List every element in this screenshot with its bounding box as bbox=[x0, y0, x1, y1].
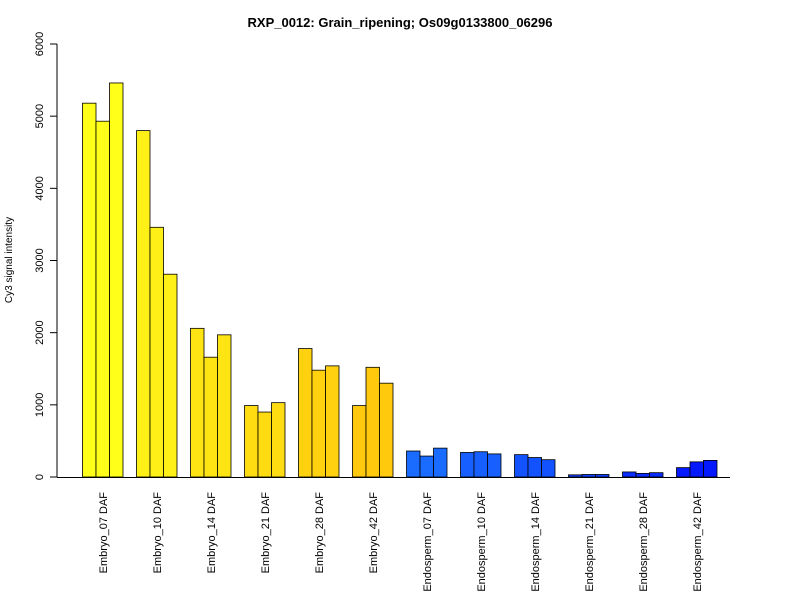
bar bbox=[406, 450, 421, 478]
bar bbox=[149, 226, 164, 478]
bar bbox=[379, 382, 394, 478]
x-tick-label: Endosperm_21 DAF bbox=[584, 492, 596, 592]
bar bbox=[649, 472, 664, 478]
y-tick-label: 6000 bbox=[34, 32, 46, 56]
bar bbox=[689, 461, 704, 478]
bars-group bbox=[82, 82, 718, 478]
bar bbox=[82, 102, 97, 478]
x-tick-label: Embryo_10 DAF bbox=[152, 492, 164, 574]
bar bbox=[257, 411, 272, 478]
bar bbox=[541, 459, 556, 478]
bar bbox=[703, 460, 718, 478]
bar bbox=[271, 402, 286, 478]
bar bbox=[568, 474, 583, 478]
bar bbox=[136, 130, 151, 478]
bar bbox=[109, 82, 124, 478]
x-tick-label: Embryo_14 DAF bbox=[206, 492, 218, 574]
x-tick-label: Embryo_42 DAF bbox=[368, 492, 380, 574]
y-tick-label: 5000 bbox=[34, 104, 46, 128]
bar bbox=[244, 405, 259, 478]
x-tick-label: Embryo_28 DAF bbox=[314, 492, 326, 574]
bar bbox=[311, 369, 326, 478]
bar bbox=[581, 474, 596, 478]
chart-title: RXP_0012: Grain_ripening; Os09g0133800_0… bbox=[248, 15, 553, 30]
x-tick-label: Endosperm_10 DAF bbox=[476, 492, 488, 592]
bar bbox=[95, 120, 110, 478]
x-tick-label: Endosperm_28 DAF bbox=[638, 492, 650, 592]
bar bbox=[595, 474, 610, 478]
bar bbox=[473, 451, 488, 478]
bar bbox=[325, 365, 340, 478]
y-tick-label: 3000 bbox=[34, 248, 46, 272]
bar bbox=[514, 454, 529, 478]
y-tick-label: 1000 bbox=[34, 393, 46, 417]
bar bbox=[365, 366, 380, 478]
bar bbox=[487, 453, 502, 478]
bar bbox=[676, 467, 691, 478]
y-tick-label: 4000 bbox=[34, 176, 46, 200]
bar bbox=[190, 327, 205, 478]
bar bbox=[460, 452, 475, 478]
y-tick-label: 0 bbox=[34, 474, 46, 480]
x-tick-label: Embryo_21 DAF bbox=[260, 492, 272, 574]
x-tick-label: Embryo_07 DAF bbox=[98, 492, 110, 574]
bar bbox=[622, 471, 637, 478]
y-axis: 0 1000 2000 3000 4000 5000 6000 bbox=[34, 32, 58, 480]
bar bbox=[419, 455, 434, 478]
bar bbox=[203, 356, 218, 478]
x-tick-label: Endosperm_07 DAF bbox=[422, 492, 434, 592]
bar bbox=[163, 273, 178, 478]
x-axis-labels: Embryo_07 DAF Embryo_10 DAF Embryo_14 DAF E… bbox=[98, 492, 704, 592]
x-tick-label: Endosperm_14 DAF bbox=[530, 492, 542, 592]
bar bbox=[635, 472, 650, 478]
bar bbox=[217, 334, 232, 478]
bar bbox=[298, 348, 313, 478]
bar bbox=[527, 457, 542, 478]
bar bbox=[433, 447, 448, 478]
y-tick-label: 2000 bbox=[34, 320, 46, 344]
y-axis-label: Cy3 signal intensity bbox=[4, 217, 15, 303]
x-tick-label: Endosperm_42 DAF bbox=[692, 492, 704, 592]
bar bbox=[352, 405, 367, 478]
